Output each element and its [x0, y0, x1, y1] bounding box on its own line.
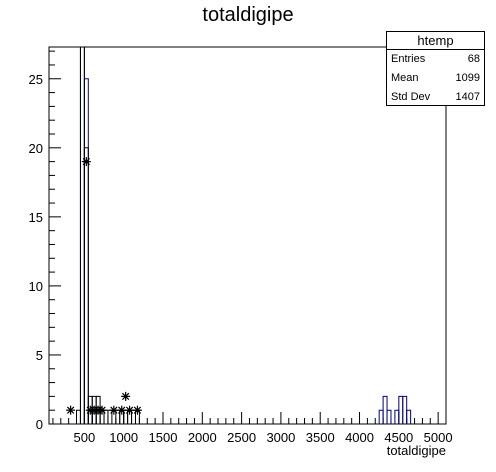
- histogram-bin: [402, 395, 408, 424]
- stats-box: htemp Entries 68 Mean 1099 Std Dev 1407: [386, 31, 485, 106]
- stats-mean-value: 1099: [455, 72, 480, 84]
- histogram-bin: [394, 409, 400, 424]
- stats-mean-row: Mean 1099: [387, 69, 484, 88]
- x-tick-label: 4000: [345, 430, 374, 445]
- x-axis-label: totaldigipe: [387, 443, 446, 458]
- stats-mean-label: Mean: [391, 72, 419, 84]
- y-tick-label: 0: [36, 417, 43, 432]
- x-tick-label: 500: [74, 430, 96, 445]
- stats-entries-value: 68: [467, 53, 480, 65]
- histogram-bin: [382, 395, 388, 424]
- data-point: [109, 405, 119, 415]
- stats-entries-label: Entries: [391, 53, 426, 65]
- histogram-bin: [83, 147, 89, 424]
- data-point: [97, 405, 107, 415]
- histogram-bin: [398, 395, 404, 424]
- y-tick-label: 15: [29, 210, 43, 225]
- histogram-bin: [79, 46, 85, 424]
- data-point: [117, 405, 127, 415]
- stats-stddev-value: 1407: [455, 91, 480, 103]
- data-point: [81, 157, 91, 167]
- histogram-bin: [406, 409, 412, 424]
- data-point: [66, 405, 76, 415]
- histogram-bin: [83, 78, 89, 424]
- stats-stddev-row: Std Dev 1407: [387, 88, 484, 107]
- y-tick-label: 5: [36, 348, 43, 363]
- x-tick-label: 5000: [424, 430, 453, 445]
- histogram-bin: [79, 46, 85, 424]
- histogram-bin: [76, 409, 81, 424]
- stats-box-title: htemp: [387, 32, 484, 50]
- y-tick-label: 10: [29, 279, 43, 294]
- chart-title: totaldigipe: [202, 4, 294, 26]
- data-point: [125, 405, 135, 415]
- stats-stddev-label: Std Dev: [391, 91, 431, 103]
- plot-frame: [48, 46, 447, 425]
- x-tick-label: 1000: [109, 430, 138, 445]
- y-tick-label: 20: [29, 141, 43, 156]
- x-tick-label: 3500: [306, 430, 335, 445]
- stats-entries-row: Entries 68: [387, 50, 484, 69]
- data-point: [121, 391, 131, 401]
- x-tick-label: 3000: [266, 430, 295, 445]
- data-point: [132, 405, 142, 415]
- x-tick-label: 4500: [384, 430, 413, 445]
- x-tick-label: 2000: [188, 430, 217, 445]
- histogram-bin: [378, 409, 384, 424]
- x-tick-label: 2500: [227, 430, 256, 445]
- y-tick-label: 25: [29, 72, 43, 87]
- x-tick-label: 1500: [149, 430, 178, 445]
- histogram-bin: [386, 409, 392, 424]
